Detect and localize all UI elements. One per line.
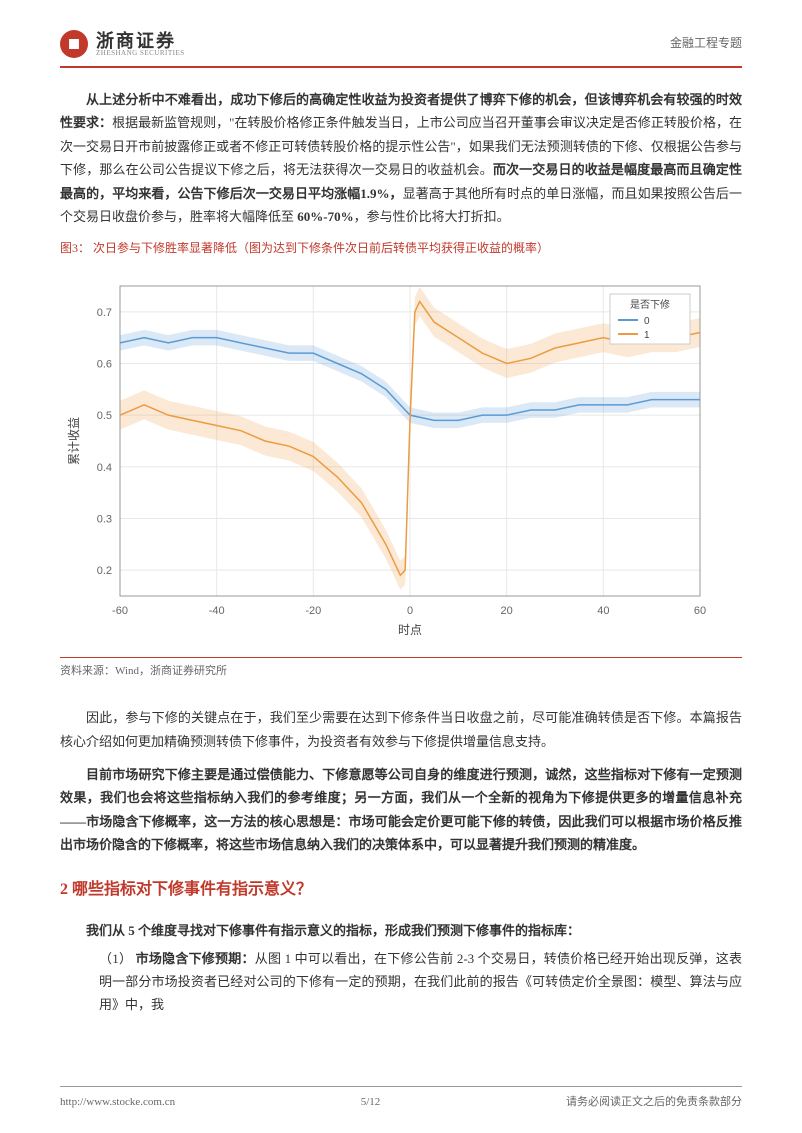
svg-text:40: 40 — [597, 605, 609, 617]
svg-text:0: 0 — [407, 605, 413, 617]
figure3-chart: -60 -40 -20 0 20 40 60 0.2 0.3 0.4 0.5 0.6 0.7 时点 累计收益… — [60, 266, 742, 653]
li1-title: 市场隐含下修预期： — [136, 951, 255, 966]
section-2-heading: 2 哪些指标对下修事件有指示意义？ — [60, 876, 742, 905]
footer-disclaimer: 请务必阅读正文之后的免责条款部分 — [566, 1093, 742, 1113]
paragraph-2: 因此，参与下修的关键点在于，我们至少需要在达到下修条件当日收盘之前，尽可能准确转… — [60, 706, 742, 753]
page-footer: http://www.stocke.com.cn 5/12 请务必阅读正文之后的… — [60, 1086, 742, 1113]
footer-url: http://www.stocke.com.cn — [60, 1093, 175, 1113]
p1-pct: 60%-70% — [294, 209, 354, 224]
svg-text:0.7: 0.7 — [97, 307, 112, 319]
svg-text:0.6: 0.6 — [97, 358, 112, 370]
svg-text:0.5: 0.5 — [97, 410, 112, 422]
paragraph-1: 从上述分析中不难看出，成功下修后的高确定性收益为投资者提供了博弈下修的机会，但该… — [60, 88, 742, 228]
figure3-source: 资料来源：Wind，浙商证券研究所 — [60, 657, 742, 682]
list-item-1: （1） 市场隐含下修预期：从图 1 中可以看出，在下修公告前 2-3 个交易日，… — [99, 947, 742, 1017]
svg-text:0: 0 — [644, 316, 650, 327]
svg-text:0.3: 0.3 — [97, 513, 112, 525]
logo-icon — [60, 30, 88, 58]
logo-text-en: ZHESHANG SECURITIES — [96, 50, 185, 57]
header-category: 金融工程专题 — [670, 33, 742, 55]
p1-tail2: ，参与性价比将大打折扣。 — [354, 209, 510, 224]
page-header: 浙商证券 ZHESHANG SECURITIES 金融工程专题 — [60, 30, 742, 68]
svg-text:时点: 时点 — [398, 623, 422, 637]
svg-text:-20: -20 — [305, 605, 321, 617]
svg-text:0.4: 0.4 — [97, 462, 112, 474]
svg-text:-40: -40 — [209, 605, 225, 617]
svg-text:累计收益: 累计收益 — [67, 417, 81, 465]
logo-text-cn: 浙商证券 — [96, 32, 185, 50]
paragraph-3: 目前市场研究下修主要是通过偿债能力、下修意愿等公司自身的维度进行预测，诚然，这些… — [60, 763, 742, 857]
svg-text:20: 20 — [501, 605, 513, 617]
svg-text:是否下修: 是否下修 — [630, 298, 670, 311]
logo-block: 浙商证券 ZHESHANG SECURITIES — [60, 30, 185, 58]
chart-svg: -60 -40 -20 0 20 40 60 0.2 0.3 0.4 0.5 0.6 0.7 时点 累计收益… — [60, 266, 720, 646]
svg-text:-60: -60 — [112, 605, 128, 617]
figure3-caption: 图3： 次日参与下修胜率显著降低（图为达到下修条件次日前后转债平均获得正收益的概… — [60, 238, 742, 260]
svg-text:60: 60 — [694, 605, 706, 617]
svg-text:1: 1 — [644, 330, 650, 341]
svg-text:0.2: 0.2 — [97, 565, 112, 577]
li1-label: （1） — [99, 951, 132, 966]
paragraph-4: 我们从 5 个维度寻找对下修事件有指示意义的指标，形成我们预测下修事件的指标库： — [60, 919, 742, 942]
footer-page: 5/12 — [361, 1093, 381, 1113]
